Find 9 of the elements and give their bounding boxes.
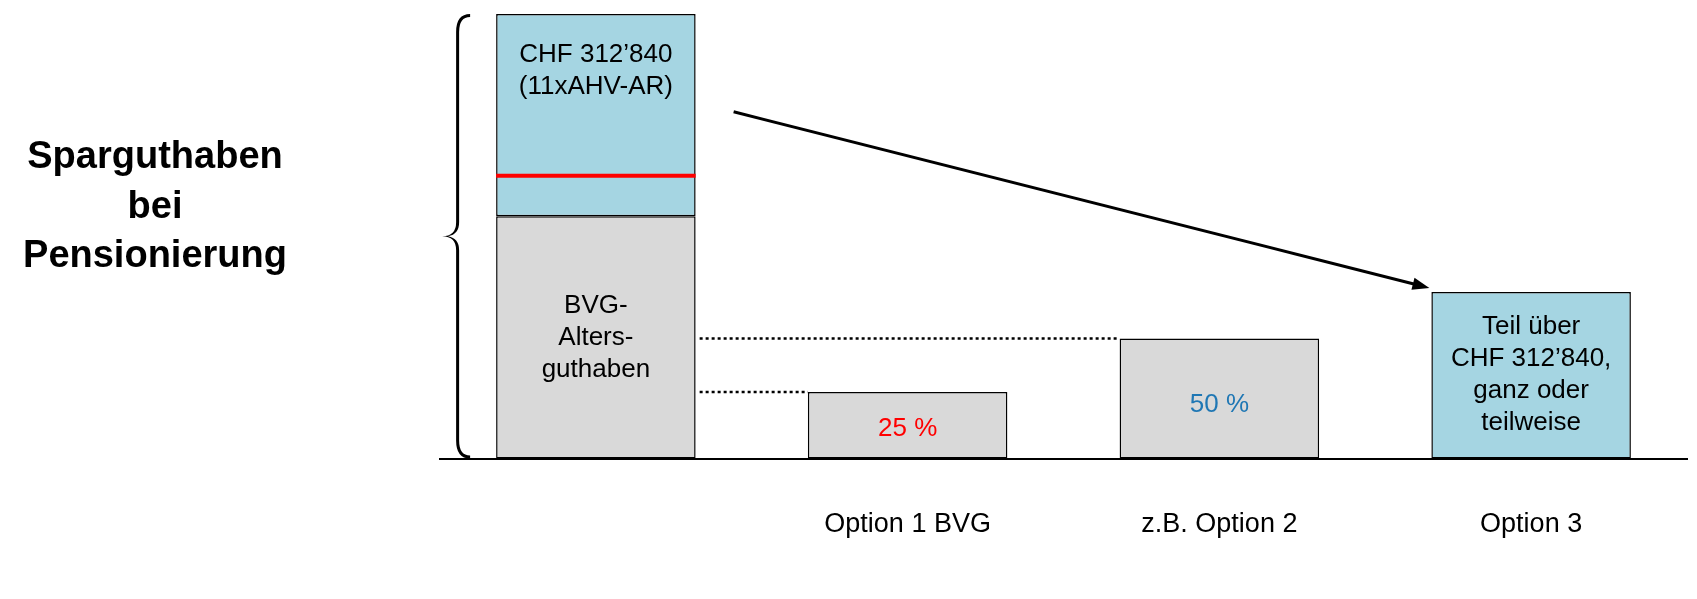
- y-axis-title: Sparguthaben bei Pensionierung: [22, 133, 288, 278]
- annotation: Teil über CHF 312’840, ganz oder teilweise: [1450, 310, 1612, 437]
- annotation: CHF 312’840 (11xAHV-AR): [518, 37, 673, 100]
- x-tick-label: z.B. Option 2: [1141, 508, 1298, 539]
- x-tick-label: Option 1 BVG: [824, 508, 991, 539]
- x-tick-label: Option 3: [1480, 508, 1583, 539]
- annotation: 25 %: [877, 411, 938, 442]
- annotation: 50 %: [1189, 387, 1250, 418]
- annotation: BVG- Alters- guthaben: [541, 288, 651, 383]
